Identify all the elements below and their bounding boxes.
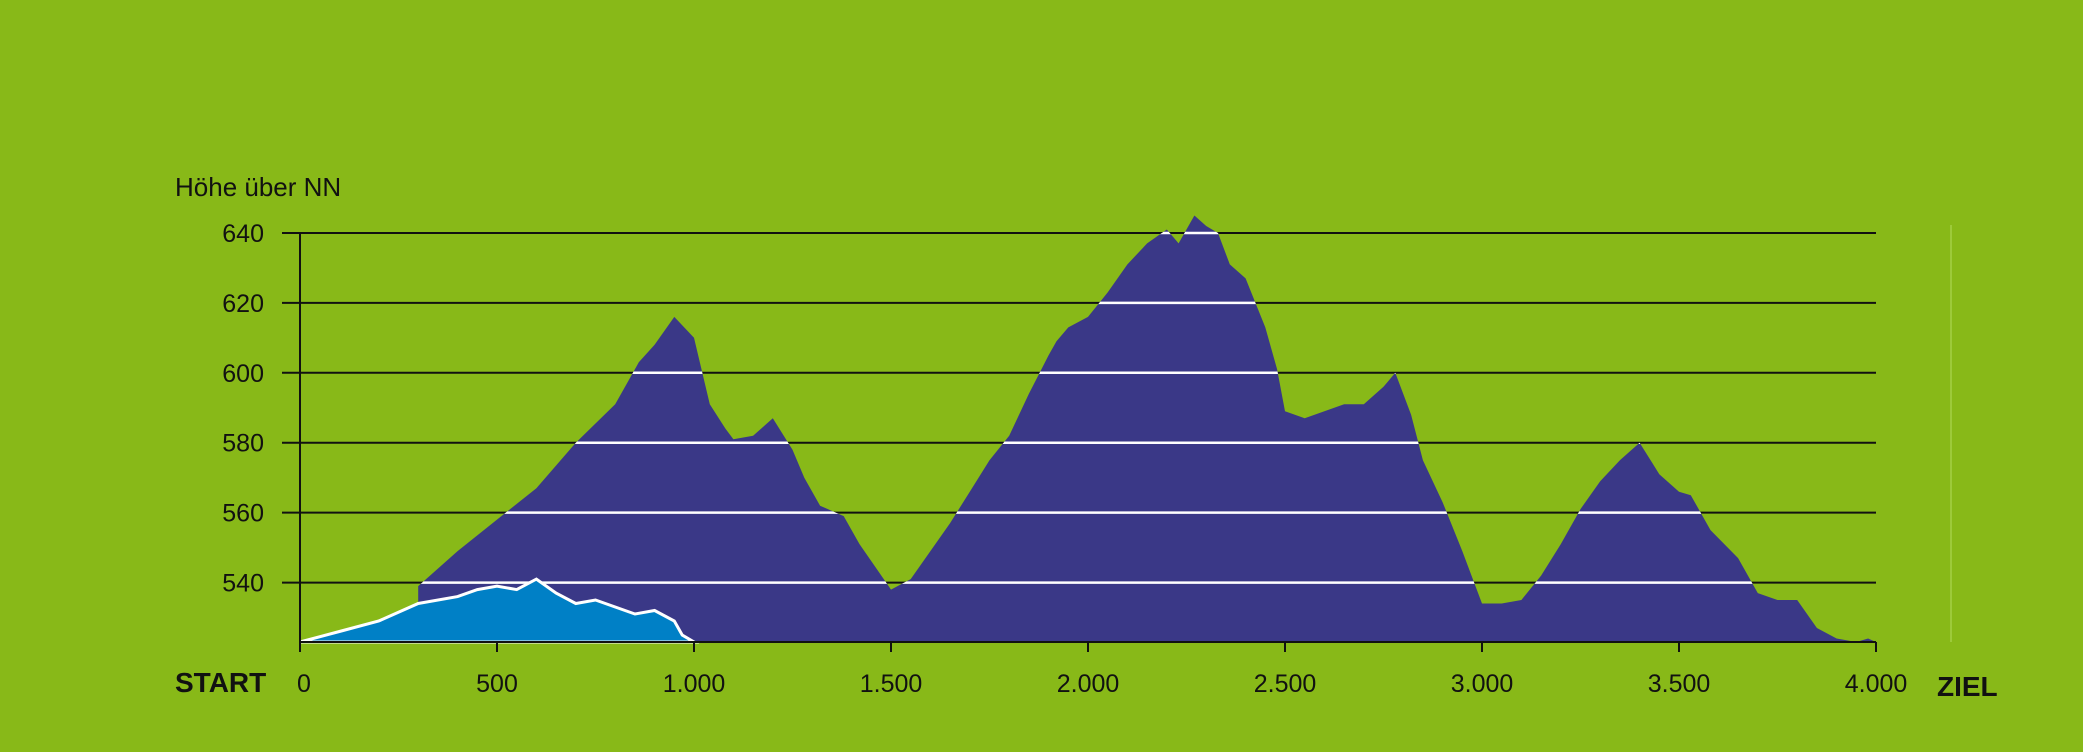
start-label: START (175, 667, 266, 698)
x-axis-ticks: 0 500 1.000 1.500 2.000 2.500 3.000 3.500 4.000 (297, 642, 1907, 698)
end-label: ZIEL (1937, 671, 1998, 702)
y-axis-ticks: 540 560 580 600 620 640 (222, 220, 264, 598)
y-tick-label: 620 (222, 290, 264, 318)
x-tick-label: 2.500 (1254, 670, 1317, 698)
x-tick-label: 0 (297, 670, 311, 698)
short-course-area (299, 577, 700, 644)
y-tick-label: 600 (222, 360, 264, 388)
x-tick-label: 4.000 (1845, 670, 1908, 698)
y-tick-label: 580 (222, 430, 264, 458)
x-tick-label: 3.500 (1648, 670, 1711, 698)
y-axis-title: Höhe über NN (175, 172, 341, 202)
x-tick-label: 1.500 (860, 670, 923, 698)
y-tick-label: 560 (222, 500, 264, 528)
x-tick-label: 1.000 (663, 670, 726, 698)
x-tick-label: 2.000 (1057, 670, 1120, 698)
x-tick-label: 3.000 (1451, 670, 1514, 698)
x-tick-label: 500 (476, 670, 518, 698)
long-course-area (418, 215, 1877, 642)
y-tick-label: 540 (222, 570, 264, 598)
y-tick-label: 640 (222, 220, 264, 248)
